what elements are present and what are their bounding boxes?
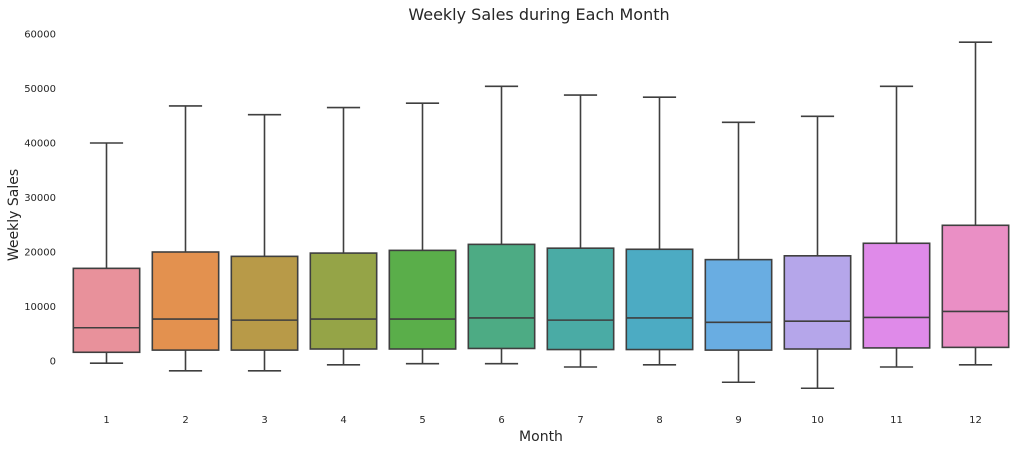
x-tick-label: 1 xyxy=(103,415,109,426)
box-month-6 xyxy=(467,85,536,365)
box-month-4 xyxy=(309,106,378,366)
box-month-2 xyxy=(151,105,220,372)
iqr-box xyxy=(546,247,615,351)
y-tick-label: 10000 xyxy=(24,302,56,313)
box-month-3 xyxy=(230,113,299,372)
box-month-10 xyxy=(783,115,852,390)
y-tick-label: 40000 xyxy=(24,139,56,150)
iqr-box xyxy=(783,255,852,350)
box-month-1 xyxy=(72,142,141,364)
iqr-box xyxy=(72,267,141,354)
y-tick-label: 60000 xyxy=(24,30,56,41)
iqr-box xyxy=(388,249,457,350)
x-tick-label: 11 xyxy=(890,415,903,426)
iqr-box xyxy=(151,251,220,351)
box-month-9 xyxy=(704,121,773,384)
y-tick-labels: 0 10000 20000 30000 40000 50000 60000 xyxy=(24,30,56,368)
iqr-box xyxy=(862,242,931,349)
iqr-box xyxy=(625,248,694,351)
chart-title: Weekly Sales during Each Month xyxy=(408,5,669,24)
x-tick-label: 10 xyxy=(811,415,824,426)
y-tick-label: 30000 xyxy=(24,193,56,204)
x-axis-label: Month xyxy=(519,429,563,445)
x-tick-label: 3 xyxy=(261,415,267,426)
x-tick-label: 5 xyxy=(419,415,425,426)
x-tick-label: 4 xyxy=(340,415,346,426)
x-tick-label: 7 xyxy=(577,415,583,426)
x-tick-label: 8 xyxy=(656,415,662,426)
iqr-box xyxy=(467,243,536,350)
iqr-box xyxy=(309,252,378,350)
box-month-12 xyxy=(941,41,1010,366)
iqr-box xyxy=(704,258,773,351)
y-tick-label: 50000 xyxy=(24,84,56,95)
x-tick-labels: 1 2 3 4 5 6 7 8 9 10 11 12 xyxy=(103,415,982,426)
x-tick-label: 6 xyxy=(498,415,504,426)
box-month-11 xyxy=(862,85,931,368)
y-axis-label: Weekly Sales xyxy=(6,169,22,261)
iqr-box xyxy=(941,224,1010,349)
y-tick-label: 20000 xyxy=(24,248,56,259)
x-tick-label: 2 xyxy=(182,415,188,426)
box-month-8 xyxy=(625,96,694,366)
x-tick-label: 9 xyxy=(735,415,741,426)
x-tick-label: 12 xyxy=(969,415,982,426)
box-month-7 xyxy=(546,94,615,368)
box-series xyxy=(72,41,1010,390)
iqr-box xyxy=(230,255,299,351)
box-month-5 xyxy=(388,102,457,365)
y-tick-label: 0 xyxy=(50,357,56,368)
